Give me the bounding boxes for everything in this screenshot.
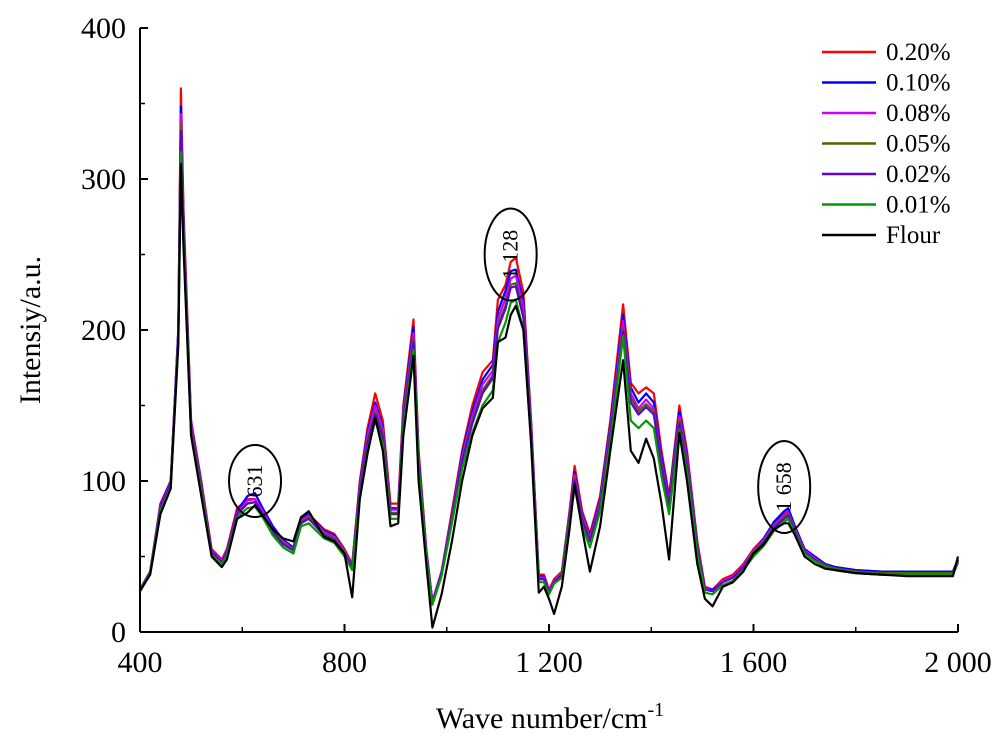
- legend-label-4: 0.02%: [886, 161, 951, 188]
- legend-label-0: 0.20%: [886, 39, 951, 66]
- annotation-ellipse-0: [228, 444, 283, 518]
- series-line-5: [139, 150, 960, 606]
- y-tick-label-3: 300: [81, 163, 126, 196]
- legend-label-3: 0.05%: [886, 131, 951, 158]
- legend-label-5: 0.01%: [886, 192, 951, 219]
- y-tick-label-4: 400: [81, 12, 126, 45]
- x-tick-label-3: 1 600: [720, 646, 788, 679]
- x-tick-label-4: 2 000: [924, 646, 992, 679]
- legend: 0.20% 0.10% 0.08% 0.05% 0.02% 0.01% Flour: [822, 39, 951, 249]
- y-tick-label-0: 0: [111, 616, 126, 649]
- series-line-2: [139, 112, 960, 603]
- x-ticks: 400 800 1 200 1 600 2 000: [118, 624, 992, 679]
- plot-lines: [139, 87, 960, 629]
- legend-label-2: 0.08%: [886, 100, 951, 127]
- annotation-ellipse-2: [757, 440, 812, 535]
- series-line-3: [139, 123, 960, 605]
- y-ticks: 0 100 200 300 400: [81, 12, 148, 649]
- annotations: 631 1 128 1 658: [228, 207, 812, 535]
- y-axis-title: Intensiy/a.u.: [14, 256, 47, 404]
- series-line-6: [139, 162, 960, 629]
- x-axis-title-text: Wave number/cm: [436, 702, 648, 735]
- annotation-label-1: 1 128: [498, 230, 523, 280]
- x-axis-title: Wave number/cm-1: [436, 699, 664, 735]
- legend-label-6: Flour: [886, 222, 941, 249]
- series-line-4: [139, 129, 960, 605]
- annotation-ellipse-1: [483, 207, 538, 302]
- annotation-label-2: 1 658: [771, 462, 796, 512]
- y-tick-label-1: 100: [81, 465, 126, 498]
- y-tick-label-2: 200: [81, 314, 126, 347]
- legend-label-1: 0.10%: [886, 70, 951, 97]
- x-tick-label-2: 1 200: [515, 646, 583, 679]
- annotation-label-0: 631: [242, 465, 267, 498]
- series-line-0: [139, 87, 960, 603]
- axes: [139, 28, 958, 633]
- x-tick-label-1: 800: [322, 646, 367, 679]
- x-axis-title-sup: -1: [648, 699, 665, 721]
- x-tick-label-0: 400: [118, 646, 163, 679]
- series-line-1: [139, 105, 960, 603]
